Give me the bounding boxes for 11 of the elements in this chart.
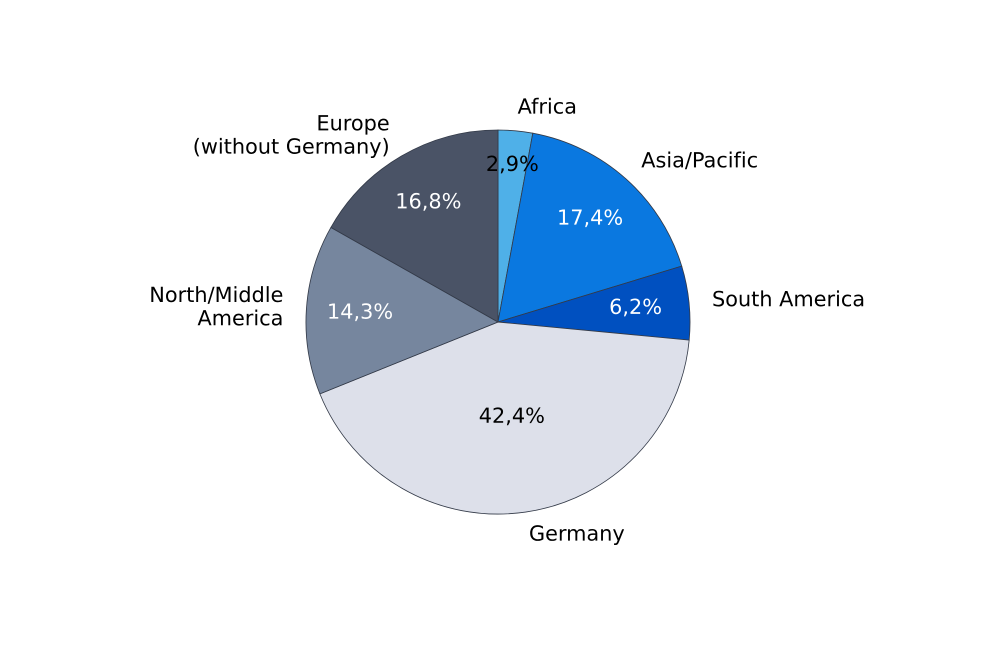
data-label: 17,4% bbox=[559, 209, 622, 228]
slice-label: Europe (without Germany) bbox=[194, 115, 389, 158]
slice-label: Asia/Pacific bbox=[641, 152, 757, 170]
slice-label: North/Middle America bbox=[151, 286, 282, 326]
data-label: 42,4% bbox=[480, 407, 544, 426]
data-label: 16,8% bbox=[398, 192, 460, 211]
slice-label: Germany bbox=[530, 525, 624, 545]
data-label: 14,3% bbox=[329, 303, 392, 322]
slice-label: Africa bbox=[518, 98, 576, 114]
slice-label: South America bbox=[713, 290, 864, 306]
data-label: 6,2% bbox=[610, 298, 661, 316]
